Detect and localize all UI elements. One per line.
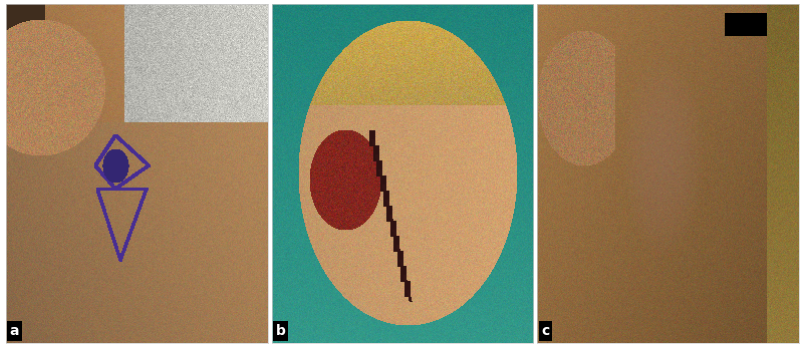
Text: b: b [275,324,285,338]
Text: c: c [542,324,550,338]
Text: a: a [10,324,19,338]
